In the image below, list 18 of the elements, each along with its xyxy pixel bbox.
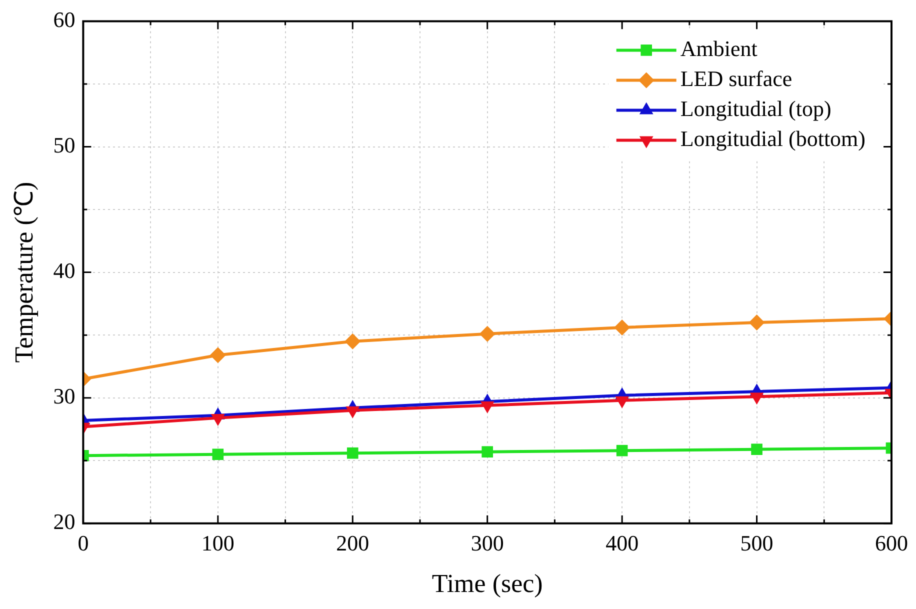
y-tick-label: 30 bbox=[53, 384, 76, 409]
x-tick-label: 500 bbox=[740, 530, 774, 556]
x-tick-label: 300 bbox=[470, 530, 504, 556]
y-tick-label: 20 bbox=[53, 509, 76, 534]
y-tick-label: 50 bbox=[53, 132, 76, 158]
x-axis-title: Time (sec) bbox=[432, 569, 543, 598]
x-tick-label: 0 bbox=[78, 530, 89, 556]
x-tick-label: 100 bbox=[201, 530, 234, 556]
y-tick-label: 40 bbox=[53, 258, 76, 284]
legend-label: Longitudial (bottom) bbox=[680, 126, 866, 151]
y-tick-label: 60 bbox=[53, 6, 76, 32]
x-tick-label: 400 bbox=[606, 530, 639, 556]
x-tick-label: 200 bbox=[336, 530, 370, 556]
x-tick-label: 600 bbox=[875, 530, 908, 556]
y-axis-title: Temperature (℃) bbox=[9, 182, 38, 363]
legend-label: Longitudial (top) bbox=[680, 96, 832, 121]
legend-label: LED surface bbox=[680, 66, 792, 91]
legend-label: Ambient bbox=[680, 36, 758, 61]
